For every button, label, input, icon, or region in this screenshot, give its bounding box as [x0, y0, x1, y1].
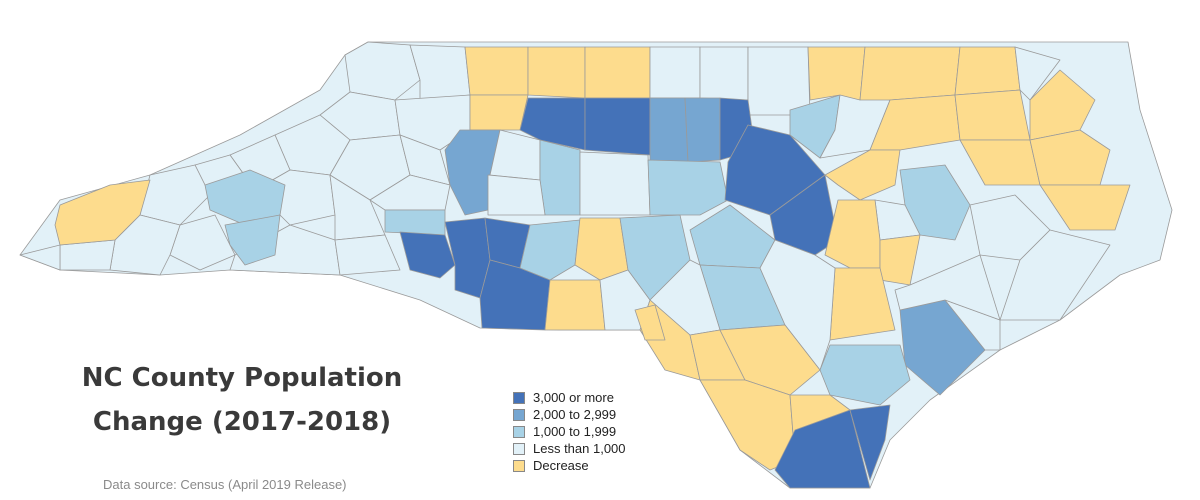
county [384, 209, 446, 236]
legend-label: Decrease [533, 458, 589, 473]
county [954, 89, 1031, 141]
county [699, 46, 749, 101]
legend-item-3000-or-more: 3,000 or more [513, 389, 626, 406]
legend-label: 3,000 or more [533, 390, 614, 405]
county [527, 46, 586, 99]
county [464, 46, 529, 96]
county [807, 46, 866, 101]
county [684, 97, 721, 163]
county [719, 324, 821, 396]
legend: 3,000 or more 2,000 to 2,999 1,000 to 1,… [513, 389, 626, 474]
county [519, 97, 586, 151]
title-line-1: NC County Population [81, 363, 403, 393]
county [999, 229, 1111, 321]
county [649, 46, 701, 99]
legend-item-less-than-1000: Less than 1,000 [513, 440, 626, 457]
county [634, 304, 666, 341]
county [54, 179, 151, 246]
county [584, 97, 651, 156]
county [544, 279, 606, 331]
legend-item-2000-to-2999: 2,000 to 2,999 [513, 406, 626, 423]
county [759, 239, 836, 371]
title-line-2: Change (2017-2018) [92, 407, 392, 437]
county [1029, 129, 1111, 186]
legend-label: Less than 1,000 [533, 441, 626, 456]
map-title: NC County Population Change (2017-2018) [62, 356, 422, 444]
county [487, 174, 546, 216]
county [519, 219, 581, 281]
county [859, 46, 961, 101]
county [399, 231, 456, 279]
county [849, 404, 891, 481]
county [1039, 184, 1131, 231]
legend-swatch [513, 408, 525, 421]
legend-item-decrease: Decrease [513, 457, 626, 474]
county [224, 214, 281, 266]
county [1029, 69, 1096, 141]
county [579, 151, 651, 216]
county [954, 46, 1021, 96]
legend-swatch [513, 442, 525, 455]
legend-label: 2,000 to 2,999 [533, 407, 617, 422]
legend-item-1000-to-1999: 1,000 to 1,999 [513, 423, 626, 440]
county [647, 159, 729, 216]
legend-label: 1,000 to 1,999 [533, 424, 617, 439]
county [699, 379, 796, 471]
county [869, 94, 961, 151]
county [334, 234, 401, 276]
data-source: Data source: Census (April 2019 Release) [103, 477, 347, 492]
legend-swatch [513, 425, 525, 438]
county [649, 97, 689, 163]
legend-swatch [513, 391, 525, 404]
county [894, 254, 1001, 321]
county [747, 46, 811, 116]
county [824, 149, 901, 201]
county [369, 174, 451, 211]
county [469, 94, 529, 131]
legend-swatch [513, 459, 525, 472]
county [19, 244, 61, 271]
county [539, 139, 581, 216]
county [584, 46, 651, 99]
county [774, 409, 871, 489]
